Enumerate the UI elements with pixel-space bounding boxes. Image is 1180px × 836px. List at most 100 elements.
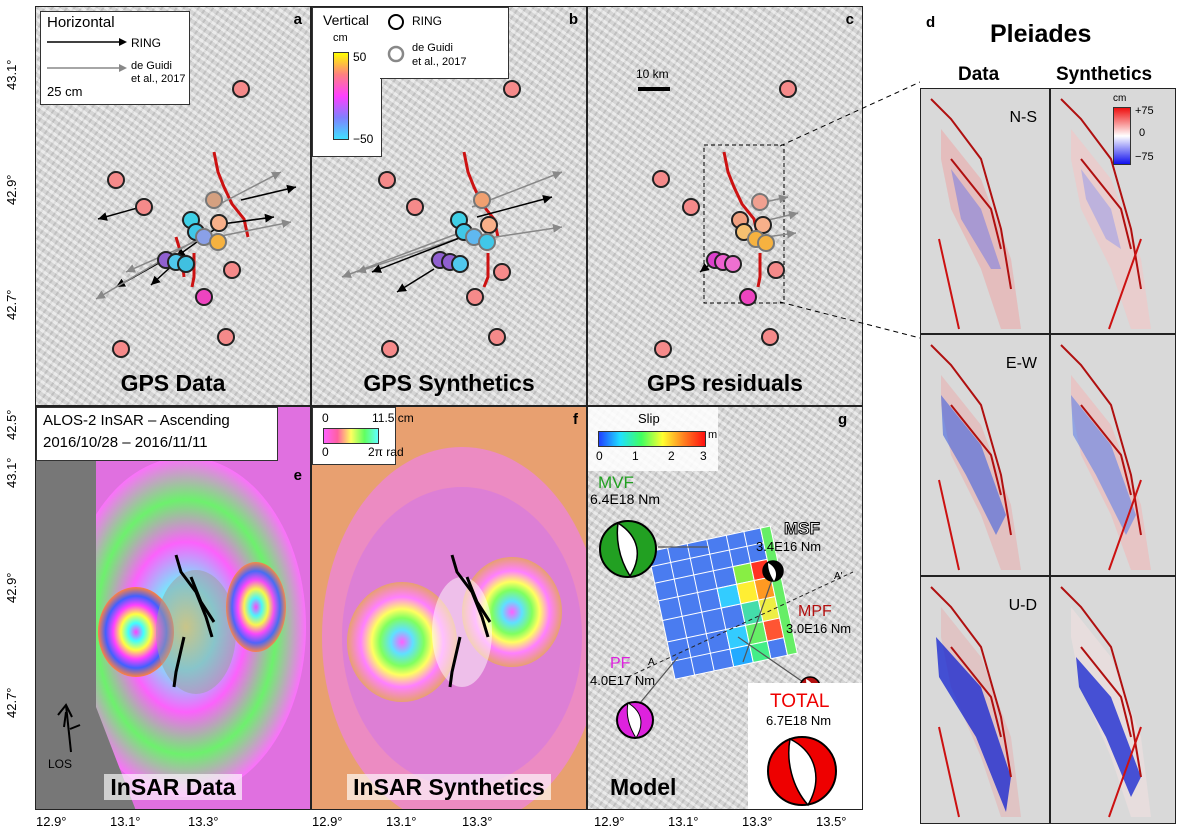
legend-min: −50 — [353, 132, 374, 146]
panel-g-model: Slip m 0 1 2 3 MVF 6.4E18 Nm MSF 3.4E16 … — [587, 406, 863, 810]
y-tick: 42.9° — [4, 572, 19, 603]
zoom-connector — [780, 81, 920, 339]
legend-ring: RING — [412, 14, 442, 28]
x-tick: 13.5° — [816, 814, 847, 829]
pleiades-ud-synthetics — [1050, 576, 1176, 824]
vertical-legend: Vertical cm 50 −50 — [312, 7, 382, 157]
mpf-moment: 3.0E16 Nm — [786, 621, 852, 636]
panel-d-letter: d — [926, 14, 936, 31]
panel-letter: e — [293, 467, 302, 484]
y-tick: 42.5° — [4, 409, 19, 440]
phase-colorbar — [323, 428, 379, 444]
colorbar-max: +75 — [1135, 105, 1154, 117]
model-map — [599, 520, 854, 739]
panel-title: GPS residuals — [647, 370, 803, 396]
panel-c-map — [638, 80, 799, 358]
slip-tick: 1 — [632, 449, 639, 463]
legend-gdg2: et al., 2017 — [412, 56, 467, 68]
panel-letter: c — [845, 11, 854, 28]
panel-e-insar-data: ALOS-2 InSAR – Ascending 2016/10/28 – 20… — [35, 406, 311, 810]
x-tick: 13.1° — [386, 814, 417, 829]
profile-a: A — [648, 657, 655, 668]
mpf-name: MPF — [798, 603, 832, 620]
legend-ring: RING — [131, 36, 161, 50]
profile-a-prime: A' — [834, 571, 843, 582]
legend-gdg1: de Guidi — [412, 42, 453, 54]
slip-tick: 2 — [668, 449, 675, 463]
pleiades-map — [930, 344, 1021, 571]
panel-title-text: InSAR Synthetics — [347, 774, 551, 800]
panel-title-text: InSAR Data — [104, 774, 242, 800]
insar-synth-map — [312, 407, 586, 809]
legend-gdg2: et al., 2017 — [131, 73, 186, 85]
slip-title: Slip — [638, 411, 660, 426]
pf-name: PF — [610, 655, 631, 672]
panel-title: GPS Synthetics — [363, 370, 535, 396]
total-moment: 6.7E18 Nm — [766, 713, 832, 728]
y-tick: 42.7° — [4, 289, 19, 320]
x-tick: 12.9° — [312, 814, 343, 829]
pleiades-map — [1060, 586, 1151, 818]
panel-c-gps-residuals: 10 km c GPS residuals — [587, 6, 863, 406]
insar-header-line1: ALOS-2 InSAR – Ascending — [43, 412, 230, 429]
legend-gdg1: de Guidi — [131, 60, 172, 72]
phase-zero-cm: 0 — [322, 411, 329, 425]
x-tick: 13.1° — [668, 814, 699, 829]
slip-unit: m — [708, 429, 718, 441]
legend-scale: 25 cm — [47, 84, 83, 99]
insar-header: ALOS-2 InSAR – Ascending 2016/10/28 – 20… — [36, 407, 278, 461]
x-tick: 12.9° — [594, 814, 625, 829]
beachball-pf — [616, 701, 654, 739]
panel-b-map — [341, 80, 563, 358]
panel-a-map — [95, 80, 297, 358]
mvf-name: MVF — [598, 473, 634, 492]
panel-letter: a — [293, 11, 302, 28]
x-tick: 13.3° — [462, 814, 493, 829]
beachball-mvf — [599, 520, 657, 578]
x-tick: 13.1° — [110, 814, 141, 829]
panel-b-gps-synthetics: Vertical cm 50 −50 RING de Guidi et al.,… — [311, 6, 587, 406]
phase-rad: 2π rad — [368, 445, 404, 459]
pleiades-map — [1060, 98, 1151, 330]
pleiades-ew-synthetics — [1050, 334, 1176, 576]
column-synthetics: Synthetics — [1056, 64, 1153, 85]
phase-max-cm: 11.5 cm — [372, 411, 414, 425]
pleiades-map — [930, 586, 1021, 818]
panel-title: InSAR Synthetics — [312, 774, 586, 801]
pleiades-ew-data: E-W — [920, 334, 1050, 576]
panel-letter: f — [573, 411, 578, 428]
slip-tick: 0 — [596, 449, 603, 463]
insar-header-line2: 2016/10/28 – 2016/11/11 — [43, 434, 208, 451]
slip-tick: 3 — [700, 449, 707, 463]
network-symbols — [387, 14, 405, 63]
total-name: TOTAL — [770, 691, 830, 712]
panel-f-insar-synthetics: 0 11.5 cm 0 2π rad f InSAR Synthetics — [311, 406, 587, 810]
slip-legend: Slip m 0 1 2 3 — [588, 407, 718, 471]
row-label: U-D — [1008, 597, 1037, 614]
panel-letter: g — [838, 411, 848, 428]
total-box: TOTAL 6.7E18 Nm — [748, 683, 862, 809]
legend-title: Horizontal — [47, 14, 115, 31]
panel-title: Model — [610, 774, 677, 800]
pleiades-colorbar — [1113, 107, 1131, 165]
x-tick: 13.3° — [188, 814, 219, 829]
panel-title: GPS Data — [120, 370, 226, 396]
legend-title: Vertical — [323, 12, 369, 28]
panel-title: InSAR Data — [36, 774, 310, 801]
colorbar-min: −75 — [1135, 151, 1154, 163]
pleiades-ud-data: U-D — [920, 576, 1050, 824]
mvf-moment: 6.4E18 Nm — [590, 491, 661, 507]
y-tick: 43.1° — [4, 59, 19, 90]
phase-legend — [312, 407, 396, 465]
y-tick: 42.7° — [4, 687, 19, 718]
pleiades-ns-synthetics: cm +75 0 −75 — [1050, 88, 1176, 334]
legend-unit: cm — [333, 32, 348, 44]
x-tick: 12.9° — [36, 814, 67, 829]
panel-a-gps-data: Horizontal RING de Guidi et al., 2017 25… — [35, 6, 311, 406]
slip-colorbar — [598, 431, 706, 447]
pleiades-map — [930, 98, 1021, 330]
y-tick: 43.1° — [4, 457, 19, 488]
msf-name: MSF — [784, 519, 821, 539]
pf-moment: 4.0E17 Nm — [590, 673, 656, 688]
network-legend: RING de Guidi et al., 2017 — [380, 7, 509, 79]
